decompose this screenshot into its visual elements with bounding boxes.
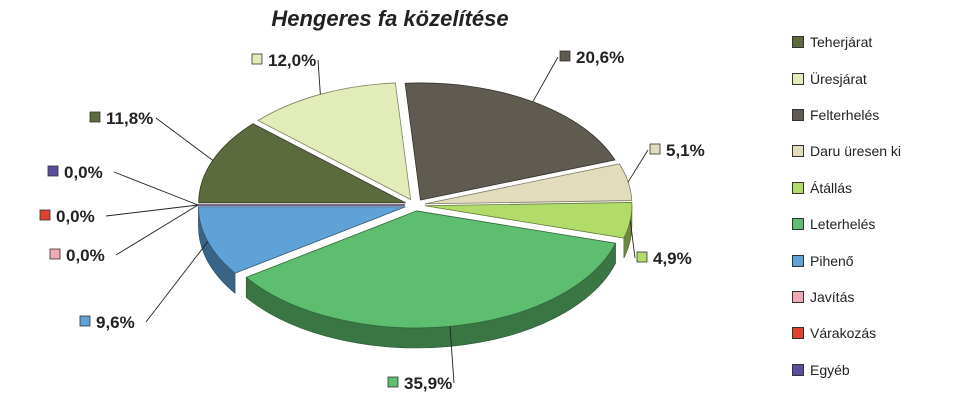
data-label-swatch-7 (49, 248, 61, 260)
legend-swatch (792, 36, 804, 49)
data-label-9: 0,0% (64, 163, 103, 182)
legend-swatch (792, 218, 804, 231)
legend-label: Várakozás (810, 325, 877, 342)
legend-swatch (792, 72, 804, 85)
legend-item-leterheles: Leterhelés (792, 206, 952, 242)
legend-label: Egyéb (810, 361, 850, 378)
data-label-swatch-5 (387, 376, 399, 388)
data-label-3: 5,1% (666, 141, 705, 160)
legend-swatch (792, 254, 804, 267)
leader-line-1 (317, 59, 321, 95)
legend-item-varakozas: Várakozás (792, 315, 952, 351)
legend-item-piheno: Pihenő (792, 242, 952, 278)
legend-item-teherjarat: Teherjárat (792, 24, 952, 60)
legend-label: Felterhelés (810, 106, 880, 123)
data-label-swatch-0 (89, 111, 101, 123)
leader-line-2 (532, 56, 559, 102)
data-label-6: 9,6% (96, 313, 135, 332)
leader-line-6 (145, 241, 209, 323)
leader-line-4 (629, 220, 636, 259)
legend-label: Pihenő (810, 252, 854, 269)
leader-line-3 (627, 149, 649, 183)
pie-slice-0 (198, 123, 406, 204)
data-label-8: 0,0% (56, 207, 95, 226)
legend-item-atallas: Átállás (792, 170, 952, 206)
pie-slice-5 (245, 210, 617, 329)
data-label-5: 35,9% (404, 374, 452, 393)
data-label-swatch-4 (636, 251, 648, 263)
pie-labels: 11,8% 12,0% 20,6% 5,1% 4,9% 35,9% 9,6% 0,0% 0,0%… (39, 48, 705, 393)
legend-label: Teherjárat (810, 34, 873, 51)
data-label-0: 11,8% (106, 109, 153, 128)
legend-label: Leterhelés (810, 216, 876, 233)
legend-swatch (792, 290, 804, 303)
data-label-swatch-8 (39, 209, 51, 221)
legend-swatch (792, 363, 804, 376)
legend-item-daru-uresen-ki: Daru üresen ki (792, 133, 952, 169)
leader-line-9 (113, 171, 199, 206)
data-label-1: 12,0% (268, 51, 316, 70)
leader-line-7 (115, 204, 199, 256)
legend-swatch (792, 108, 804, 121)
legend-label: Daru üresen ki (810, 143, 902, 160)
leader-line-0 (155, 117, 214, 161)
legend-item-felterheles: Felterhelés (792, 97, 952, 133)
pie-slice-2 (404, 82, 616, 201)
legend: Teherjárat Üresjárat Felterhelés Daru ür… (792, 24, 952, 388)
data-label-4: 4,9% (653, 249, 692, 268)
data-label-swatch-6 (79, 315, 91, 327)
data-label-swatch-1 (251, 53, 263, 65)
legend-label: Átállás (810, 179, 853, 196)
data-label-swatch-3 (649, 143, 661, 155)
legend-item-egyeb: Egyéb (792, 352, 952, 388)
leader-line-8 (105, 204, 199, 217)
legend-swatch (792, 181, 804, 194)
legend-item-javitas: Javítás (792, 279, 952, 315)
legend-swatch (792, 327, 804, 340)
data-label-swatch-2 (559, 50, 571, 62)
pie-slice-1 (257, 82, 412, 201)
legend-label: Üresjárat (810, 70, 867, 87)
data-label-7: 0,0% (66, 246, 105, 265)
chart-title: Hengeres fa közelítése (271, 6, 509, 31)
legend-item-uresjarat: Üresjárat (792, 60, 952, 96)
pie-tops (198, 82, 633, 329)
legend-label: Javítás (810, 288, 855, 305)
legend-swatch (792, 145, 804, 158)
leader-line-5 (449, 326, 455, 384)
data-label-2: 20,6% (576, 48, 624, 67)
pie-slice-6 (198, 206, 406, 274)
data-label-swatch-9 (47, 165, 59, 177)
